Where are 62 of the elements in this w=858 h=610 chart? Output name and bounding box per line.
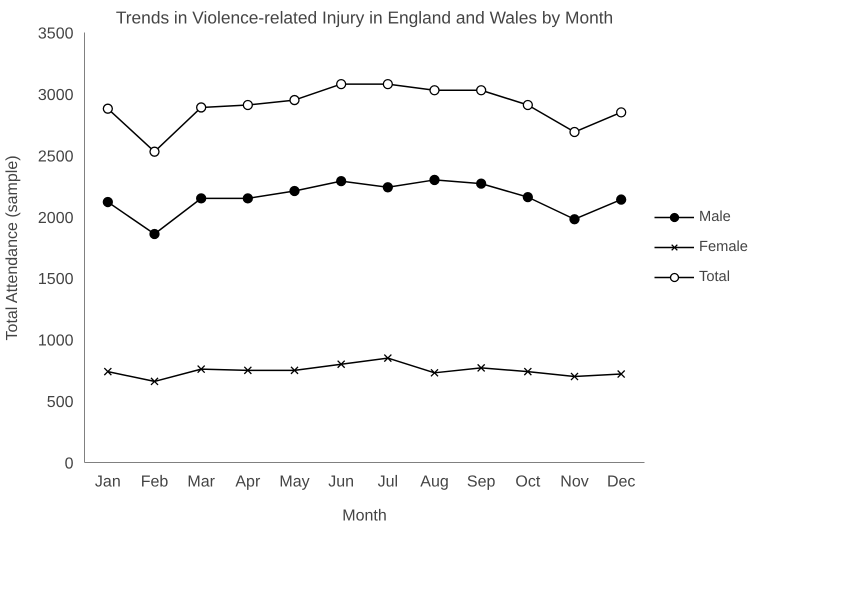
x-tick-label: Sep (466, 474, 496, 490)
point (476, 364, 486, 372)
x-tick-label: Jun (328, 474, 354, 490)
point (242, 100, 253, 110)
legend-label: Total (699, 269, 730, 285)
y-tick-label: 3500 (38, 26, 74, 42)
point (196, 364, 206, 374)
point (336, 360, 346, 368)
point (104, 367, 112, 376)
y-tick-label: 2000 (38, 210, 74, 227)
point (616, 107, 626, 118)
point (569, 214, 580, 224)
x-tick-label: Dec (606, 474, 636, 490)
y-tick-label: 500 (46, 394, 74, 412)
y-tick-label: 2500 (38, 148, 74, 166)
point (429, 85, 440, 96)
x-tick-label: Apr (235, 474, 261, 490)
y-tick-label: 3000 (38, 86, 74, 104)
point (382, 182, 393, 192)
point (382, 78, 393, 90)
point (102, 104, 113, 114)
point (196, 102, 206, 113)
y-tick-label: 1000 (38, 332, 74, 350)
chart-title: Trends in Violence-related Injury in England and Wales by Month (116, 8, 614, 28)
x-tick-label: Jul (378, 474, 398, 490)
point (336, 78, 346, 90)
point (616, 370, 626, 378)
point (196, 193, 206, 204)
point (102, 196, 113, 208)
x-tick-label: Feb (140, 474, 168, 490)
point (384, 354, 392, 362)
x-tick-label: Mar (187, 474, 216, 490)
point (476, 85, 486, 96)
point (522, 100, 533, 110)
point (430, 368, 439, 377)
point (476, 178, 486, 189)
point (522, 192, 533, 202)
x-tick-label: May (279, 474, 310, 490)
legend-label: Female (699, 239, 748, 255)
y-tick-label: 1500 (38, 271, 74, 288)
point (570, 372, 579, 381)
point (569, 126, 580, 138)
y-axis-title: Total Attendance (sample) (4, 155, 21, 340)
point (616, 194, 626, 205)
x-tick-label: Nov (560, 474, 589, 490)
point (150, 377, 159, 386)
x-axis-title: Month (342, 508, 387, 524)
point (149, 228, 160, 240)
point (244, 366, 252, 375)
x-tick-label: Aug (420, 474, 449, 490)
x-tick-label: Jan (94, 474, 121, 490)
legend-label: Male (699, 209, 731, 225)
point (429, 174, 440, 186)
point (289, 94, 300, 106)
point (336, 176, 346, 186)
point (289, 186, 300, 196)
point (524, 367, 532, 376)
x-tick-label: Oct (515, 474, 541, 490)
point (242, 193, 253, 204)
point (290, 366, 299, 375)
y-tick-label: 0 (64, 456, 74, 472)
point (149, 146, 160, 157)
